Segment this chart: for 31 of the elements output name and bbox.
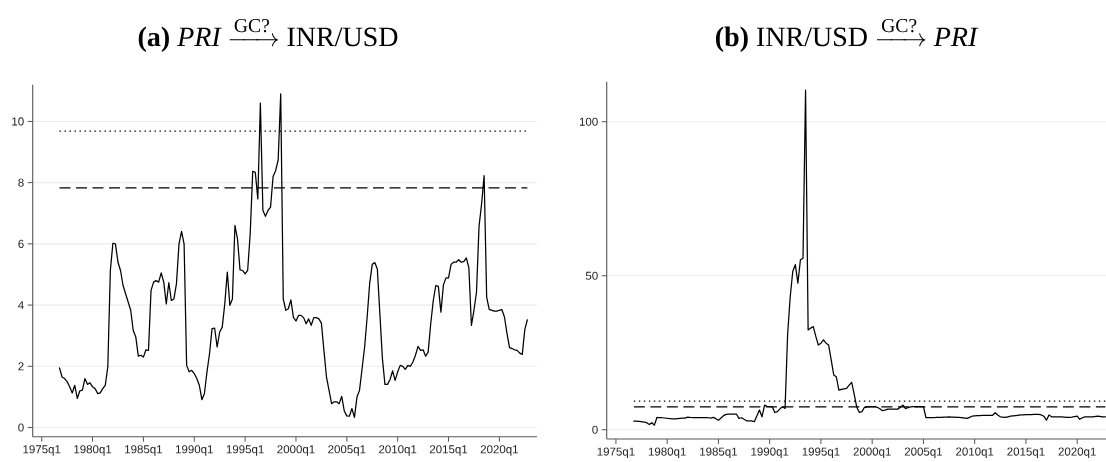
x-tick-label: 2010q1 [379, 445, 417, 456]
y-tick-label: 0 [592, 425, 598, 434]
x-tick-label: 2000q1 [853, 447, 891, 458]
x-tick-label: 1990q1 [751, 447, 789, 458]
x-tick-label: 1980q1 [74, 445, 112, 456]
y-tick-label: 50 [585, 271, 598, 280]
y-tick-label: 8 [18, 178, 24, 187]
y-tick-label: 0 [18, 423, 24, 432]
x-tick-label: 1995q1 [802, 447, 840, 458]
x-tick-label: 2015q1 [429, 445, 468, 456]
chart-title: $\textbf{(a)}\ \textit{PRI}\xrightarrow{\text{GC?}}\text{INR/USD}$ [138, 19, 398, 52]
x-tick-label: 2020q1 [480, 445, 518, 456]
x-tick-label: 2015q1 [1007, 447, 1045, 458]
y-tick-label: 10 [12, 117, 24, 126]
x-tick-label: 1995q1 [226, 445, 264, 456]
x-tick-label: 2005q1 [904, 447, 943, 458]
y-tick-label: 4 [18, 301, 24, 310]
x-tick-label: 1985q1 [125, 445, 163, 456]
x-tick-label: 2020q1 [1058, 447, 1096, 458]
x-tick-label: 2000q1 [277, 445, 315, 456]
x-tick-label: 1990q1 [175, 445, 213, 456]
y-tick-label: 2 [18, 362, 24, 371]
chart-title: $\textbf{(b)}\ \text{INR/USD}\xrightarrow{\text{GC?}}\textit{PRI}$ [715, 19, 979, 52]
x-tick-label: 1980q1 [648, 447, 686, 458]
x-tick-label: 1975q1 [597, 447, 635, 458]
y-tick-label: 6 [18, 239, 24, 248]
x-tick-label: 1985q1 [700, 447, 738, 458]
x-tick-label: 2005q1 [328, 445, 366, 456]
x-tick-label: 1975q1 [23, 445, 61, 456]
y-tick-label: 100 [579, 117, 598, 126]
x-tick-label: 2010q1 [956, 447, 994, 458]
